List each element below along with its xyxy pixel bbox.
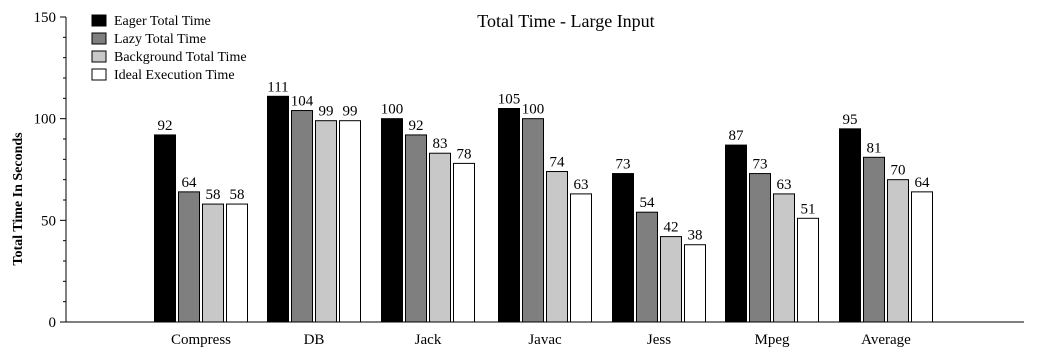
bar [154, 134, 176, 323]
bar [405, 134, 427, 323]
x-tick-label: Jack [415, 332, 442, 348]
bar-value-label: 100 [381, 102, 404, 118]
bar [178, 191, 200, 323]
legend-label: Ideal Execution Time [114, 68, 235, 83]
bar-value-label: 54 [640, 195, 656, 211]
bar [749, 173, 771, 323]
bar-value-label: 51 [801, 201, 816, 217]
bar-value-label: 81 [867, 140, 882, 156]
bar-value-label: 78 [457, 146, 472, 162]
bar [911, 191, 933, 323]
x-tick-label: Compress [171, 332, 231, 348]
bar [339, 120, 361, 323]
y-tick-label: 100 [34, 112, 57, 128]
bar-value-label: 83 [433, 136, 448, 152]
bar [725, 144, 747, 323]
bar [267, 95, 289, 323]
bar [226, 203, 248, 323]
bar [453, 162, 475, 323]
legend-label: Lazy Total Time [114, 32, 206, 47]
bar [887, 179, 909, 323]
bar-value-label: 92 [158, 118, 173, 134]
y-tick-label: 150 [34, 10, 57, 26]
x-tick-label: DB [304, 332, 325, 348]
bar [863, 156, 885, 323]
legend-label: Background Total Time [114, 50, 247, 65]
bar-value-label: 63 [777, 177, 792, 193]
bar [546, 171, 568, 323]
value-labels: 9211110010573879564104921005473815899837… [158, 79, 931, 243]
bar [636, 211, 658, 323]
legend-swatch [91, 32, 107, 45]
bar-value-label: 99 [319, 104, 334, 120]
bar-value-label: 73 [753, 157, 768, 173]
bar [773, 193, 795, 323]
bar [684, 244, 706, 323]
bar-value-label: 111 [267, 79, 288, 95]
x-tick-label: Average [861, 332, 911, 348]
bar [522, 118, 544, 323]
bar-value-label: 92 [409, 118, 424, 134]
bar-value-label: 74 [550, 155, 566, 171]
bar [315, 120, 337, 323]
bar-value-label: 38 [688, 228, 703, 244]
y-tick-label: 0 [49, 315, 57, 331]
legend-swatch [91, 50, 107, 63]
legend: Eager Total Time Lazy Total Time Backgroun… [91, 14, 247, 83]
bar-value-label: 105 [498, 92, 521, 108]
x-tick-label: Javac [528, 332, 562, 348]
bar-value-label: 99 [343, 104, 358, 120]
bar [570, 193, 592, 323]
y-axis: 0 50 100 150 [34, 10, 67, 331]
bar-value-label: 87 [729, 128, 745, 144]
bar [429, 152, 451, 323]
bar-value-label: 42 [664, 220, 679, 236]
y-axis-title: Total Time In Seconds [11, 132, 26, 266]
x-axis: Compress DB Jack Javac Jess Mpeg Average [66, 321, 1024, 348]
bar [612, 173, 634, 323]
x-tick-label: Mpeg [755, 332, 790, 348]
bars [154, 95, 933, 323]
bar-value-label: 63 [574, 177, 589, 193]
bar [839, 128, 861, 323]
bar-value-label: 58 [206, 187, 221, 203]
bar-value-label: 100 [522, 102, 545, 118]
bar-value-label: 70 [891, 163, 906, 179]
legend-swatch [91, 14, 107, 27]
bar [797, 217, 819, 323]
bar-value-label: 64 [182, 175, 198, 191]
legend-label: Eager Total Time [114, 14, 211, 29]
bar-value-label: 95 [843, 112, 858, 128]
bar [498, 108, 520, 323]
x-tick-label: Jess [647, 332, 671, 348]
bar-value-label: 58 [230, 187, 245, 203]
bar [291, 110, 313, 323]
legend-swatch [91, 68, 107, 81]
y-tick-label: 50 [41, 213, 56, 229]
bar [660, 236, 682, 323]
chart-title: Total Time - Large Input [477, 11, 654, 31]
bar-value-label: 104 [291, 94, 314, 110]
bar [381, 118, 403, 323]
bar [202, 203, 224, 323]
bar-value-label: 73 [616, 157, 631, 173]
bar-value-label: 64 [915, 175, 931, 191]
